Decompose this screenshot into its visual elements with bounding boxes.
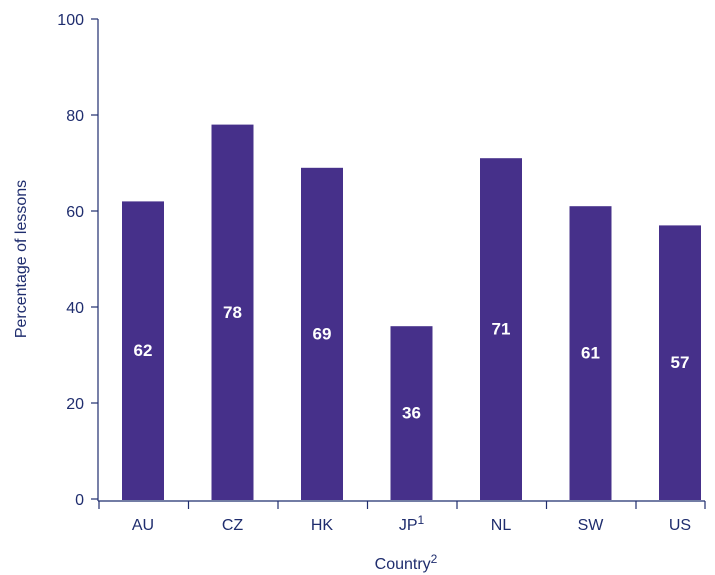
y-tick-label: 20 (66, 396, 84, 413)
bars (122, 124, 701, 501)
bar-data-label: 69 (313, 324, 332, 343)
bar-us (659, 225, 701, 500)
bar-data-label: 36 (402, 404, 421, 423)
x-axis-title-superscript: 2 (431, 552, 438, 566)
bar-au (122, 201, 164, 500)
bar-data-label: 57 (671, 353, 690, 372)
bar-data-label: 71 (492, 320, 511, 339)
bar-hk (301, 167, 343, 501)
y-axis-title: Percentage of lessons (13, 180, 30, 338)
x-axis-title: Country2 (375, 552, 438, 573)
bar-cz (211, 124, 254, 500)
x-tick-label: HK (311, 517, 334, 534)
bar-data-label: 78 (223, 303, 242, 322)
y-tick-label: 0 (75, 492, 84, 509)
x-tick-label: CZ (222, 517, 244, 534)
bar-data-label: 61 (581, 344, 600, 363)
x-tick-label: SW (578, 517, 605, 534)
axes (91, 18, 706, 509)
bar-sw (569, 206, 612, 500)
y-tick-label: 60 (66, 204, 84, 221)
x-tick-labels: AU CZ HK JP1 NL SW US (132, 513, 691, 534)
y-tick-label: 80 (66, 108, 84, 125)
bar-jp (390, 326, 433, 500)
x-tick-label: JP1 (399, 513, 425, 534)
bar-data-label: 62 (134, 341, 153, 360)
x-axis-title-text: Country (375, 556, 431, 573)
y-tick-label: 100 (57, 12, 84, 29)
bar-nl (480, 158, 522, 500)
x-tick-label: US (669, 517, 691, 534)
y-tick-labels: 0 20 40 60 80 100 (57, 12, 84, 509)
x-tick-label: NL (491, 517, 512, 534)
x-tick-label: AU (132, 517, 154, 534)
y-tick-label: 40 (66, 300, 84, 317)
bar-data-labels: 62 78 69 36 71 61 57 (134, 303, 690, 423)
